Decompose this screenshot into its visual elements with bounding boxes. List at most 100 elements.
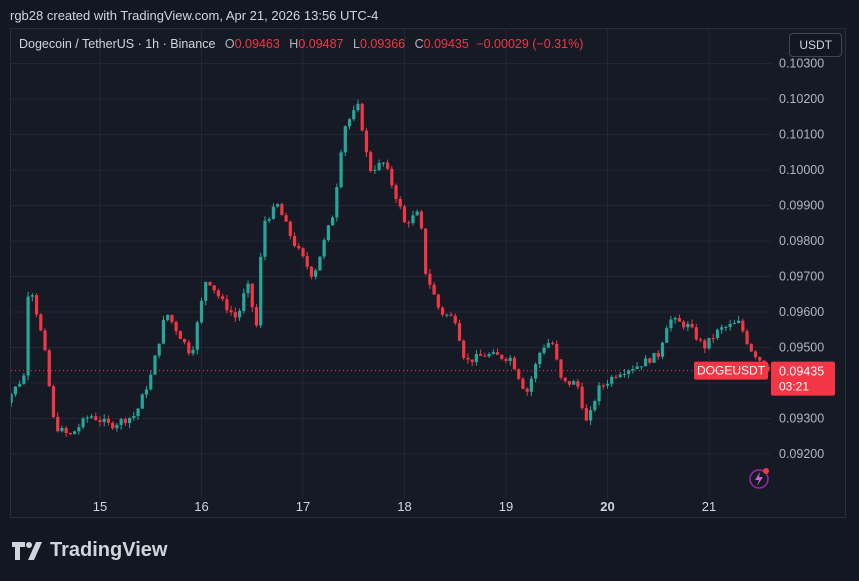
candle-body[interactable] — [555, 343, 559, 360]
candle-body[interactable] — [182, 338, 187, 343]
candle-body[interactable] — [276, 204, 280, 207]
candle-body[interactable] — [749, 344, 753, 352]
candle-body[interactable] — [216, 290, 221, 297]
candle-body[interactable] — [517, 369, 521, 379]
candle-body[interactable] — [326, 225, 330, 241]
lightning-icon[interactable] — [749, 468, 769, 489]
candle-body[interactable] — [440, 307, 445, 315]
candle-body[interactable] — [250, 283, 254, 308]
candle-body[interactable] — [715, 329, 720, 339]
candle-body[interactable] — [694, 327, 698, 340]
candle-body[interactable] — [381, 162, 385, 164]
candle-body[interactable] — [305, 256, 309, 267]
candle-body[interactable] — [398, 198, 402, 207]
candle-body[interactable] — [572, 381, 576, 385]
candle-body[interactable] — [428, 273, 432, 285]
candle-body[interactable] — [728, 323, 732, 327]
candle-body[interactable] — [652, 352, 656, 363]
candle-body[interactable] — [534, 364, 538, 379]
candle-body[interactable] — [199, 300, 204, 323]
tradingview-logo[interactable]: TradingView — [12, 539, 167, 562]
candle-body[interactable] — [212, 285, 216, 291]
candle-body[interactable] — [643, 358, 648, 367]
candle-body[interactable] — [593, 401, 597, 411]
candle-body[interactable] — [267, 218, 271, 221]
candle-body[interactable] — [390, 168, 394, 186]
candle-body[interactable] — [618, 374, 622, 378]
candle-body[interactable] — [732, 322, 736, 324]
candle-body[interactable] — [424, 228, 428, 274]
currency-button[interactable]: USDT — [789, 33, 842, 57]
candle-body[interactable] — [352, 110, 356, 120]
candle-body[interactable] — [191, 349, 195, 354]
candle-body[interactable] — [445, 314, 449, 316]
candle-body[interactable] — [669, 319, 673, 329]
candle-body[interactable] — [140, 394, 144, 409]
candle-body[interactable] — [102, 418, 106, 423]
candle-body[interactable] — [98, 420, 102, 423]
candle-body[interactable] — [161, 320, 166, 344]
candle-body[interactable] — [457, 323, 462, 341]
candle-body[interactable] — [682, 321, 686, 328]
candle-body[interactable] — [242, 293, 246, 311]
candle-body[interactable] — [34, 295, 39, 315]
candle-body[interactable] — [18, 383, 22, 387]
candle-body[interactable] — [698, 339, 703, 341]
candle-body[interactable] — [149, 374, 153, 390]
candle-body[interactable] — [94, 416, 98, 421]
candle-body[interactable] — [724, 326, 728, 328]
candle-body[interactable] — [153, 355, 157, 375]
candle-body[interactable] — [436, 294, 440, 308]
candle-body[interactable] — [81, 418, 85, 428]
candle-body[interactable] — [237, 310, 242, 318]
candle-body[interactable] — [745, 331, 749, 345]
candle-body[interactable] — [631, 369, 635, 371]
candle-body[interactable] — [576, 381, 580, 387]
candle-body[interactable] — [542, 347, 546, 353]
candle-body[interactable] — [166, 314, 170, 321]
candle-body[interactable] — [559, 359, 563, 378]
candle-body[interactable] — [407, 222, 411, 224]
candle-body[interactable] — [686, 323, 690, 328]
price-chart[interactable]: 0.092000.093000.094000.095000.096000.097… — [11, 29, 846, 518]
candle-body[interactable] — [331, 217, 335, 226]
candle-body[interactable] — [221, 296, 225, 300]
candle-body[interactable] — [347, 119, 352, 127]
candle-body[interactable] — [491, 352, 495, 355]
candle-body[interactable] — [660, 342, 665, 357]
candle-body[interactable] — [656, 352, 660, 357]
candle-body[interactable] — [479, 353, 483, 356]
candle-body[interactable] — [263, 220, 267, 257]
candle-body[interactable] — [753, 351, 758, 358]
candle-body[interactable] — [204, 281, 208, 301]
candle-body[interactable] — [136, 408, 140, 417]
candle-body[interactable] — [474, 353, 478, 362]
candle-body[interactable] — [106, 418, 111, 423]
candle-body[interactable] — [47, 350, 51, 387]
candle-body[interactable] — [580, 386, 584, 409]
candle-body[interactable] — [466, 357, 470, 360]
candle-body[interactable] — [584, 408, 588, 421]
candle-body[interactable] — [529, 378, 533, 392]
candle-body[interactable] — [588, 410, 593, 421]
candle-body[interactable] — [280, 204, 284, 216]
candle-body[interactable] — [284, 215, 288, 222]
candle-body[interactable] — [402, 206, 407, 223]
candle-body[interactable] — [487, 354, 491, 357]
candle-body[interactable] — [495, 352, 500, 355]
candle-body[interactable] — [297, 246, 301, 249]
candle-body[interactable] — [766, 366, 770, 371]
candle-body[interactable] — [132, 416, 136, 418]
candle-body[interactable] — [665, 328, 669, 343]
candle-body[interactable] — [123, 419, 127, 424]
candle-body[interactable] — [259, 256, 263, 326]
candle-body[interactable] — [462, 340, 466, 358]
candle-body[interactable] — [68, 433, 72, 435]
candle-body[interactable] — [737, 320, 741, 323]
candle-body[interactable] — [703, 340, 707, 349]
candle-body[interactable] — [119, 419, 123, 425]
chart-panel[interactable]: 0.092000.093000.094000.095000.096000.097… — [10, 28, 846, 518]
candle-body[interactable] — [500, 354, 504, 359]
candle-body[interactable] — [720, 327, 724, 330]
candle-body[interactable] — [11, 394, 13, 403]
